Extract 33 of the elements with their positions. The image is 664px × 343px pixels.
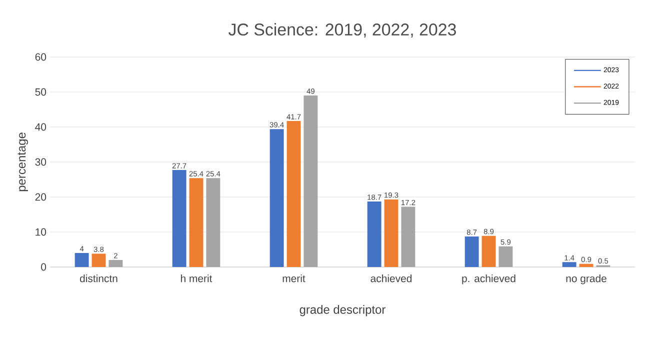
bar	[562, 262, 576, 267]
bar	[498, 246, 513, 267]
bar	[401, 206, 416, 267]
x-tick-label: no grade	[566, 274, 606, 284]
bar	[464, 236, 479, 267]
x-tick-label: h merit	[180, 274, 212, 282]
x-tick-label: distinctn	[80, 274, 118, 282]
bar	[367, 202, 382, 267]
x-tick-label: p. achieved	[462, 274, 516, 284]
bar	[270, 129, 284, 267]
y-tick-label: 30	[35, 158, 46, 166]
bar	[108, 260, 123, 267]
x-tick-label: achieved	[370, 274, 412, 282]
bar	[579, 264, 594, 267]
bar	[92, 254, 106, 267]
bar	[74, 253, 89, 267]
bar	[304, 96, 318, 267]
chart-title: JC Science: 2019, 2022, 2023	[228, 23, 456, 38]
y-tick-label: 20	[35, 193, 46, 201]
y-tick-label: 0	[41, 263, 46, 271]
bar	[189, 178, 204, 267]
bar	[482, 236, 496, 267]
y-tick-label: 10	[36, 228, 46, 236]
bar	[206, 178, 220, 267]
y-tick-label: 60	[35, 53, 46, 61]
bar	[286, 121, 301, 267]
x-axis-title: grade descriptor	[300, 305, 386, 316]
x-tick-label: merit	[282, 274, 306, 282]
y-tick-label: 50	[35, 88, 46, 96]
bar	[172, 170, 186, 267]
y-axis-title: percentage	[18, 132, 28, 192]
bar	[384, 199, 398, 267]
y-tick-label: 40	[35, 123, 46, 131]
